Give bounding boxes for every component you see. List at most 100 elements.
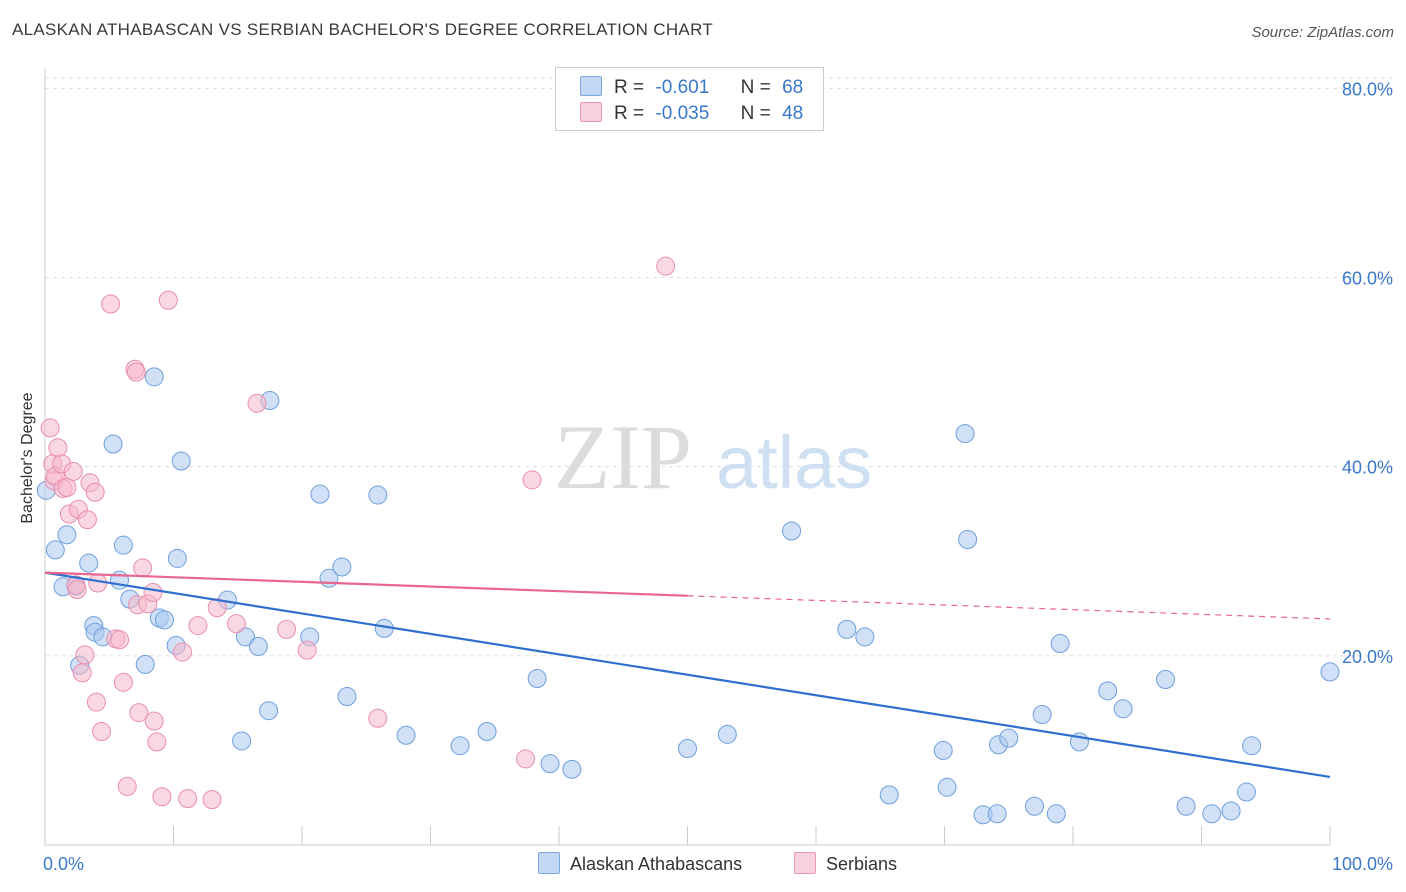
data-point <box>855 627 875 647</box>
data-point <box>129 703 149 723</box>
data-point <box>143 582 163 602</box>
legend-n-label: N = <box>740 103 771 124</box>
data-point <box>277 619 297 639</box>
legend-n-value: 68 <box>782 77 804 98</box>
data-point <box>1242 736 1262 756</box>
data-point <box>937 777 957 797</box>
data-point <box>562 759 582 779</box>
data-point <box>368 708 388 728</box>
data-point <box>879 785 899 805</box>
data-point <box>158 290 178 310</box>
legend-n-label: N = <box>740 77 771 98</box>
data-point <box>172 642 192 662</box>
data-point <box>147 732 167 752</box>
y-tick-label: 60.0% <box>1342 269 1393 289</box>
data-point <box>188 616 208 636</box>
legend-row-serbian: R = -0.035 N = 48 <box>580 102 803 125</box>
data-point <box>113 535 133 555</box>
y-tick-label: 40.0% <box>1342 458 1393 478</box>
data-point <box>297 640 317 660</box>
data-point <box>79 553 99 573</box>
data-point <box>135 654 155 674</box>
data-point <box>45 540 65 560</box>
data-point <box>57 477 77 497</box>
data-point <box>1032 704 1052 724</box>
data-point <box>678 739 697 759</box>
data-point <box>955 424 975 444</box>
data-point <box>1050 634 1070 654</box>
data-point <box>155 610 175 630</box>
data-point <box>77 510 97 530</box>
data-point <box>987 804 1007 824</box>
data-point <box>999 728 1019 748</box>
data-point <box>368 485 388 505</box>
legend-row-athabascan: R = -0.601 N = 68 <box>580 76 803 99</box>
legend-label-serbian: Serbians <box>826 854 898 874</box>
data-point <box>837 619 857 639</box>
legend-swatch-serbian <box>794 852 816 874</box>
data-point <box>933 740 953 760</box>
data-point <box>1236 782 1256 802</box>
trend-line <box>44 571 688 597</box>
data-point <box>67 580 87 600</box>
data-point <box>247 393 267 413</box>
data-point <box>396 725 416 745</box>
data-point <box>477 722 497 742</box>
data-point <box>202 790 222 810</box>
data-point <box>1046 804 1066 824</box>
gridlines <box>45 77 1393 657</box>
data-point <box>101 294 121 314</box>
data-point <box>92 722 112 742</box>
data-point <box>72 663 92 683</box>
x-tick-label-min: 0.0% <box>43 854 84 874</box>
x-tick-label-max: 100.0% <box>1332 854 1393 874</box>
data-point <box>1202 804 1222 824</box>
y-tick-label: 80.0% <box>1342 79 1393 99</box>
data-point <box>171 451 191 471</box>
data-points <box>36 256 1340 825</box>
watermark: ZIP atlas <box>554 406 872 508</box>
legend-label-athabascan: Alaskan Athabascans <box>570 854 743 874</box>
y-tick-label: 20.0% <box>1342 647 1393 667</box>
data-point <box>40 418 60 438</box>
data-point <box>232 731 252 751</box>
data-point <box>113 672 133 692</box>
legend-r-label: R = <box>614 77 645 98</box>
data-point <box>516 749 536 769</box>
data-point <box>235 627 255 647</box>
data-point <box>958 530 978 550</box>
data-point <box>1320 662 1340 682</box>
data-point <box>63 461 83 481</box>
legend-n-value: 48 <box>782 103 804 124</box>
watermark-atlas: atlas <box>716 421 872 504</box>
data-point <box>1156 669 1176 689</box>
data-point <box>540 754 560 774</box>
data-point <box>717 724 737 744</box>
legend-swatch-athabascan <box>580 76 602 96</box>
data-point <box>110 630 130 650</box>
watermark-zip: ZIP <box>554 406 692 508</box>
data-point <box>86 692 106 712</box>
legend-swatch-serbian <box>580 102 602 122</box>
data-point <box>144 711 164 731</box>
chart-title: ALASKAN ATHABASCAN VS SERBIAN BACHELOR'S… <box>12 20 714 39</box>
data-point <box>1176 796 1196 816</box>
data-point <box>75 645 95 665</box>
legend-r-value: -0.601 <box>655 77 710 98</box>
data-point <box>248 636 268 656</box>
data-point <box>522 470 542 490</box>
trend-lines <box>44 571 1331 778</box>
data-point <box>133 558 153 578</box>
legend-r-value: -0.035 <box>655 103 710 124</box>
data-point <box>226 614 246 634</box>
data-point <box>656 256 676 276</box>
data-point <box>126 362 146 382</box>
trend-line-extension <box>687 595 1331 620</box>
source-label: Source: ZipAtlas.com <box>1251 24 1394 41</box>
data-point <box>1113 699 1133 719</box>
data-point <box>144 367 164 387</box>
bottom-legend-serbian: Serbians <box>794 852 897 875</box>
data-point <box>527 669 547 689</box>
data-point <box>259 701 279 721</box>
